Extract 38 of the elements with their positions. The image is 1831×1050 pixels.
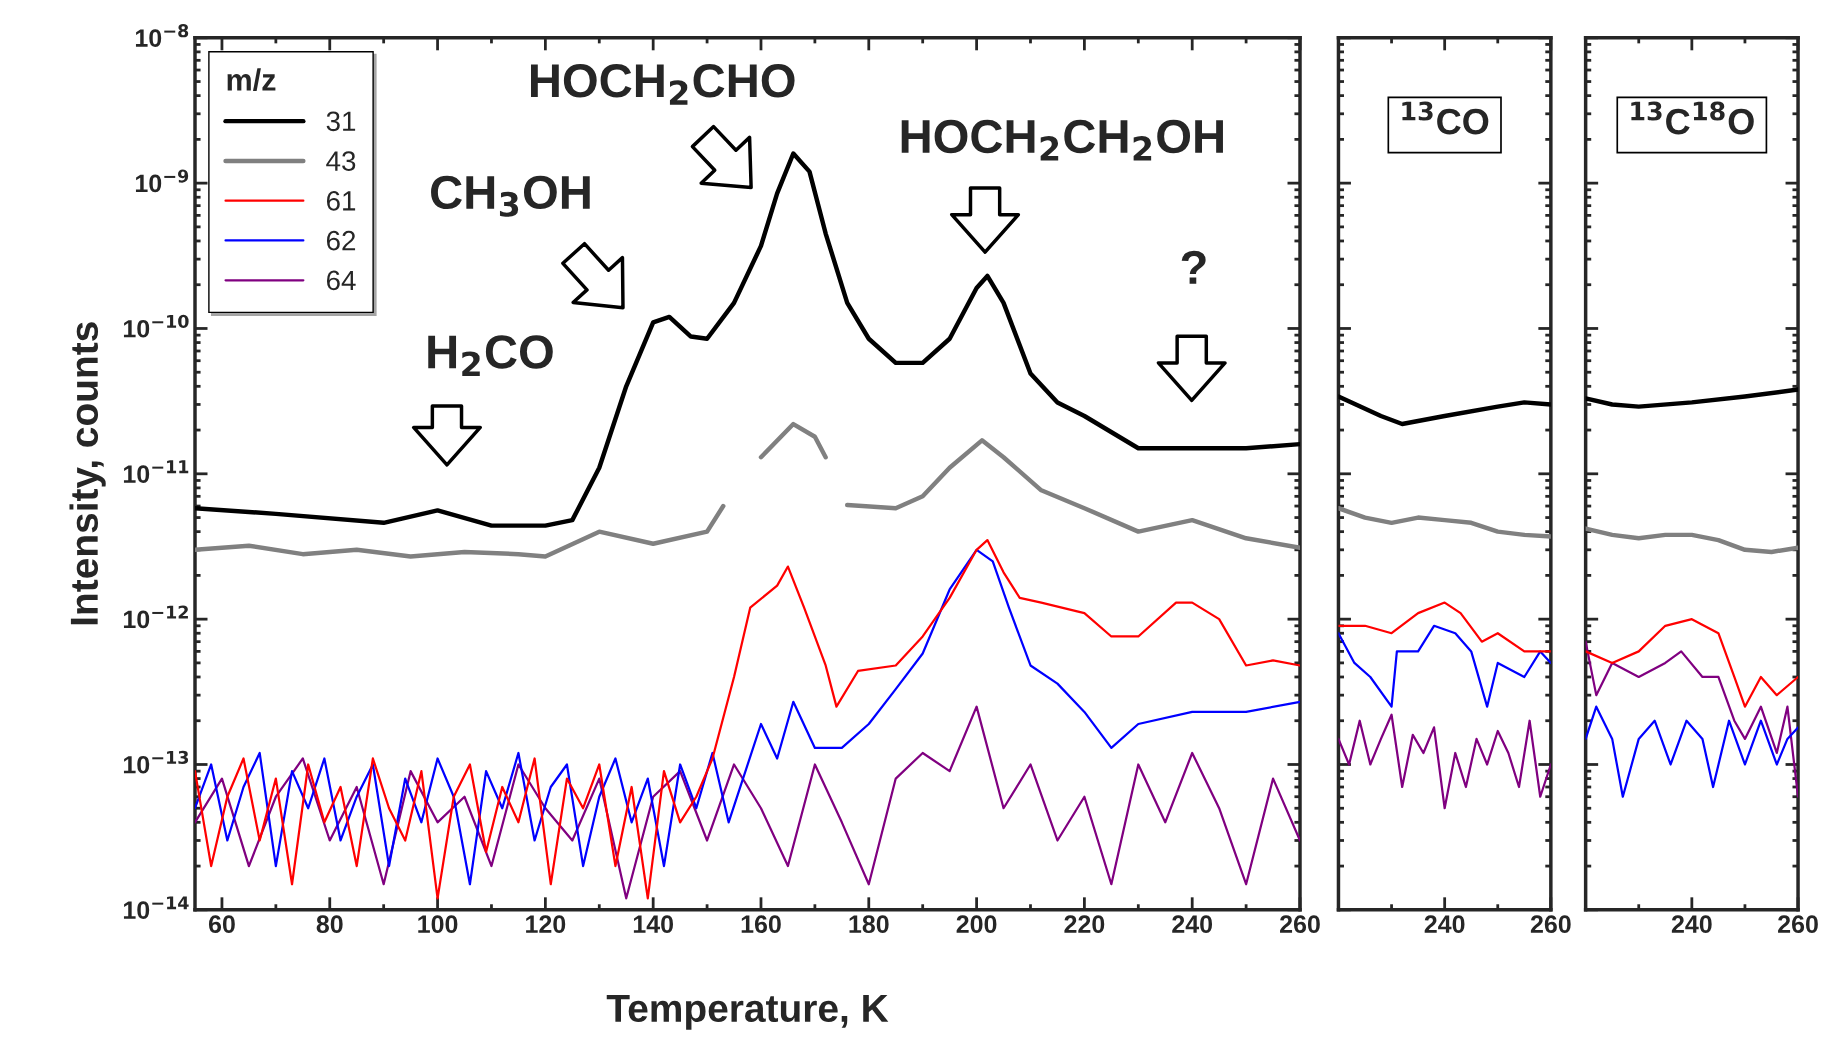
y-tick-label: 10$^{−12}$	[123, 605, 188, 629]
x-tick-label: 120	[526, 915, 566, 934]
y-tick-label: 10$^{−9}$	[135, 169, 189, 193]
line-series	[195, 705, 1301, 900]
x-tick-label: 160	[741, 915, 781, 934]
x-tick-label: 100	[418, 915, 458, 934]
annotation: CH$_{3}$OH	[431, 175, 590, 217]
text: $^{13}$C$^{18}$O	[1631, 101, 1754, 135]
x-tick-label: 240	[1671, 915, 1712, 934]
x-tick-label: 260	[1778, 915, 1818, 934]
y-tick-label: 10$^{−8}$	[135, 24, 189, 47]
x-tick-label: 200	[956, 915, 997, 934]
legend-label: 62	[326, 230, 356, 251]
legend-label: 64	[326, 270, 356, 291]
annotation: HOCH$_{2}$CH$_{2}$OH	[901, 119, 1223, 161]
annotation: ?	[1181, 250, 1206, 284]
y-tick-label: 10$^{−14}$	[123, 896, 189, 919]
y-tick-label: 10$^{−11}$	[123, 460, 189, 483]
annotation: H$_{2}$CO	[428, 335, 553, 376]
x-tick-label: 240	[1424, 915, 1465, 934]
legend-label: 43	[326, 151, 356, 171]
x-tick-label: 80	[316, 915, 343, 934]
x-tick-label: 260	[1530, 915, 1571, 934]
legend-label: 61	[326, 191, 356, 211]
x-axis-title: Temperature, K	[606, 994, 889, 1030]
x-tick-label: 240	[1172, 915, 1213, 934]
legend-title: m/z	[227, 68, 276, 92]
x-tick-label: 60	[208, 915, 235, 934]
y-tick-label: 10$^{−10}$	[123, 314, 189, 338]
x-tick-label: 140	[633, 915, 674, 934]
y-axis-title: Intensity, counts	[69, 322, 106, 625]
x-tick-label: 220	[1064, 915, 1105, 934]
x-tick-label: 180	[849, 915, 889, 934]
annotation: HOCH$_{2}$CHO	[530, 64, 795, 105]
text: $^{13}$CO	[1402, 101, 1489, 135]
legend-label: 31	[326, 111, 356, 132]
x-tick-label: 260	[1280, 915, 1320, 934]
y-tick-label: 10$^{−13}$	[123, 750, 189, 774]
